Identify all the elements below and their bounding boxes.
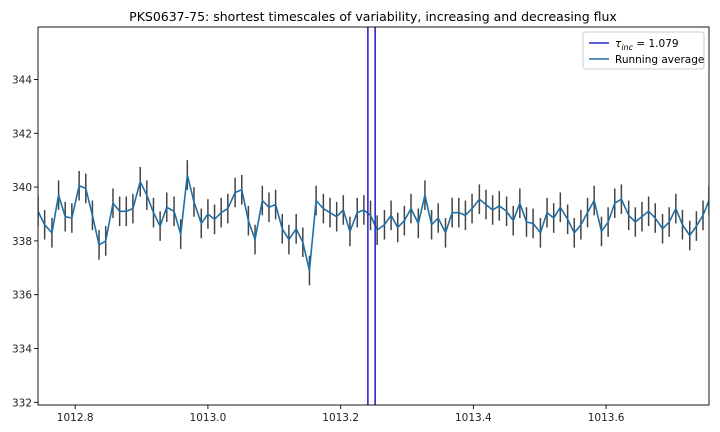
- legend-box: [582, 31, 705, 70]
- y-tick-label: 336: [12, 290, 32, 302]
- y-tick-label: 340: [12, 182, 32, 194]
- chart-title: PKS0637-75: shortest timescales of varia…: [129, 9, 617, 24]
- y-tick-label: 342: [12, 128, 32, 140]
- x-tick-label: 1013.6: [588, 412, 625, 424]
- legend: τinc = 1.079 Running average: [582, 31, 705, 70]
- x-tick-label: 1013.0: [190, 412, 227, 424]
- lines-group: [38, 27, 709, 405]
- y-tick-label: 332: [12, 397, 32, 409]
- legend-label-running-average: Running average: [615, 54, 704, 66]
- x-tick-label: 1013.2: [322, 412, 359, 424]
- legend-label-tau: τinc = 1.079: [615, 38, 679, 52]
- axes-frame: [37, 26, 710, 406]
- y-tick-label: 344: [12, 74, 32, 86]
- y-tick-label: 338: [12, 236, 32, 248]
- y-tick-label: 334: [12, 344, 32, 356]
- axes-group: 1012.8 1013.0 1013.2 1013.4 1013.6 332 334 336 3…: [12, 26, 710, 424]
- x-tick-label: 1013.4: [455, 412, 492, 424]
- x-tick-label: 1012.8: [57, 412, 94, 424]
- running-average-line: [38, 174, 709, 272]
